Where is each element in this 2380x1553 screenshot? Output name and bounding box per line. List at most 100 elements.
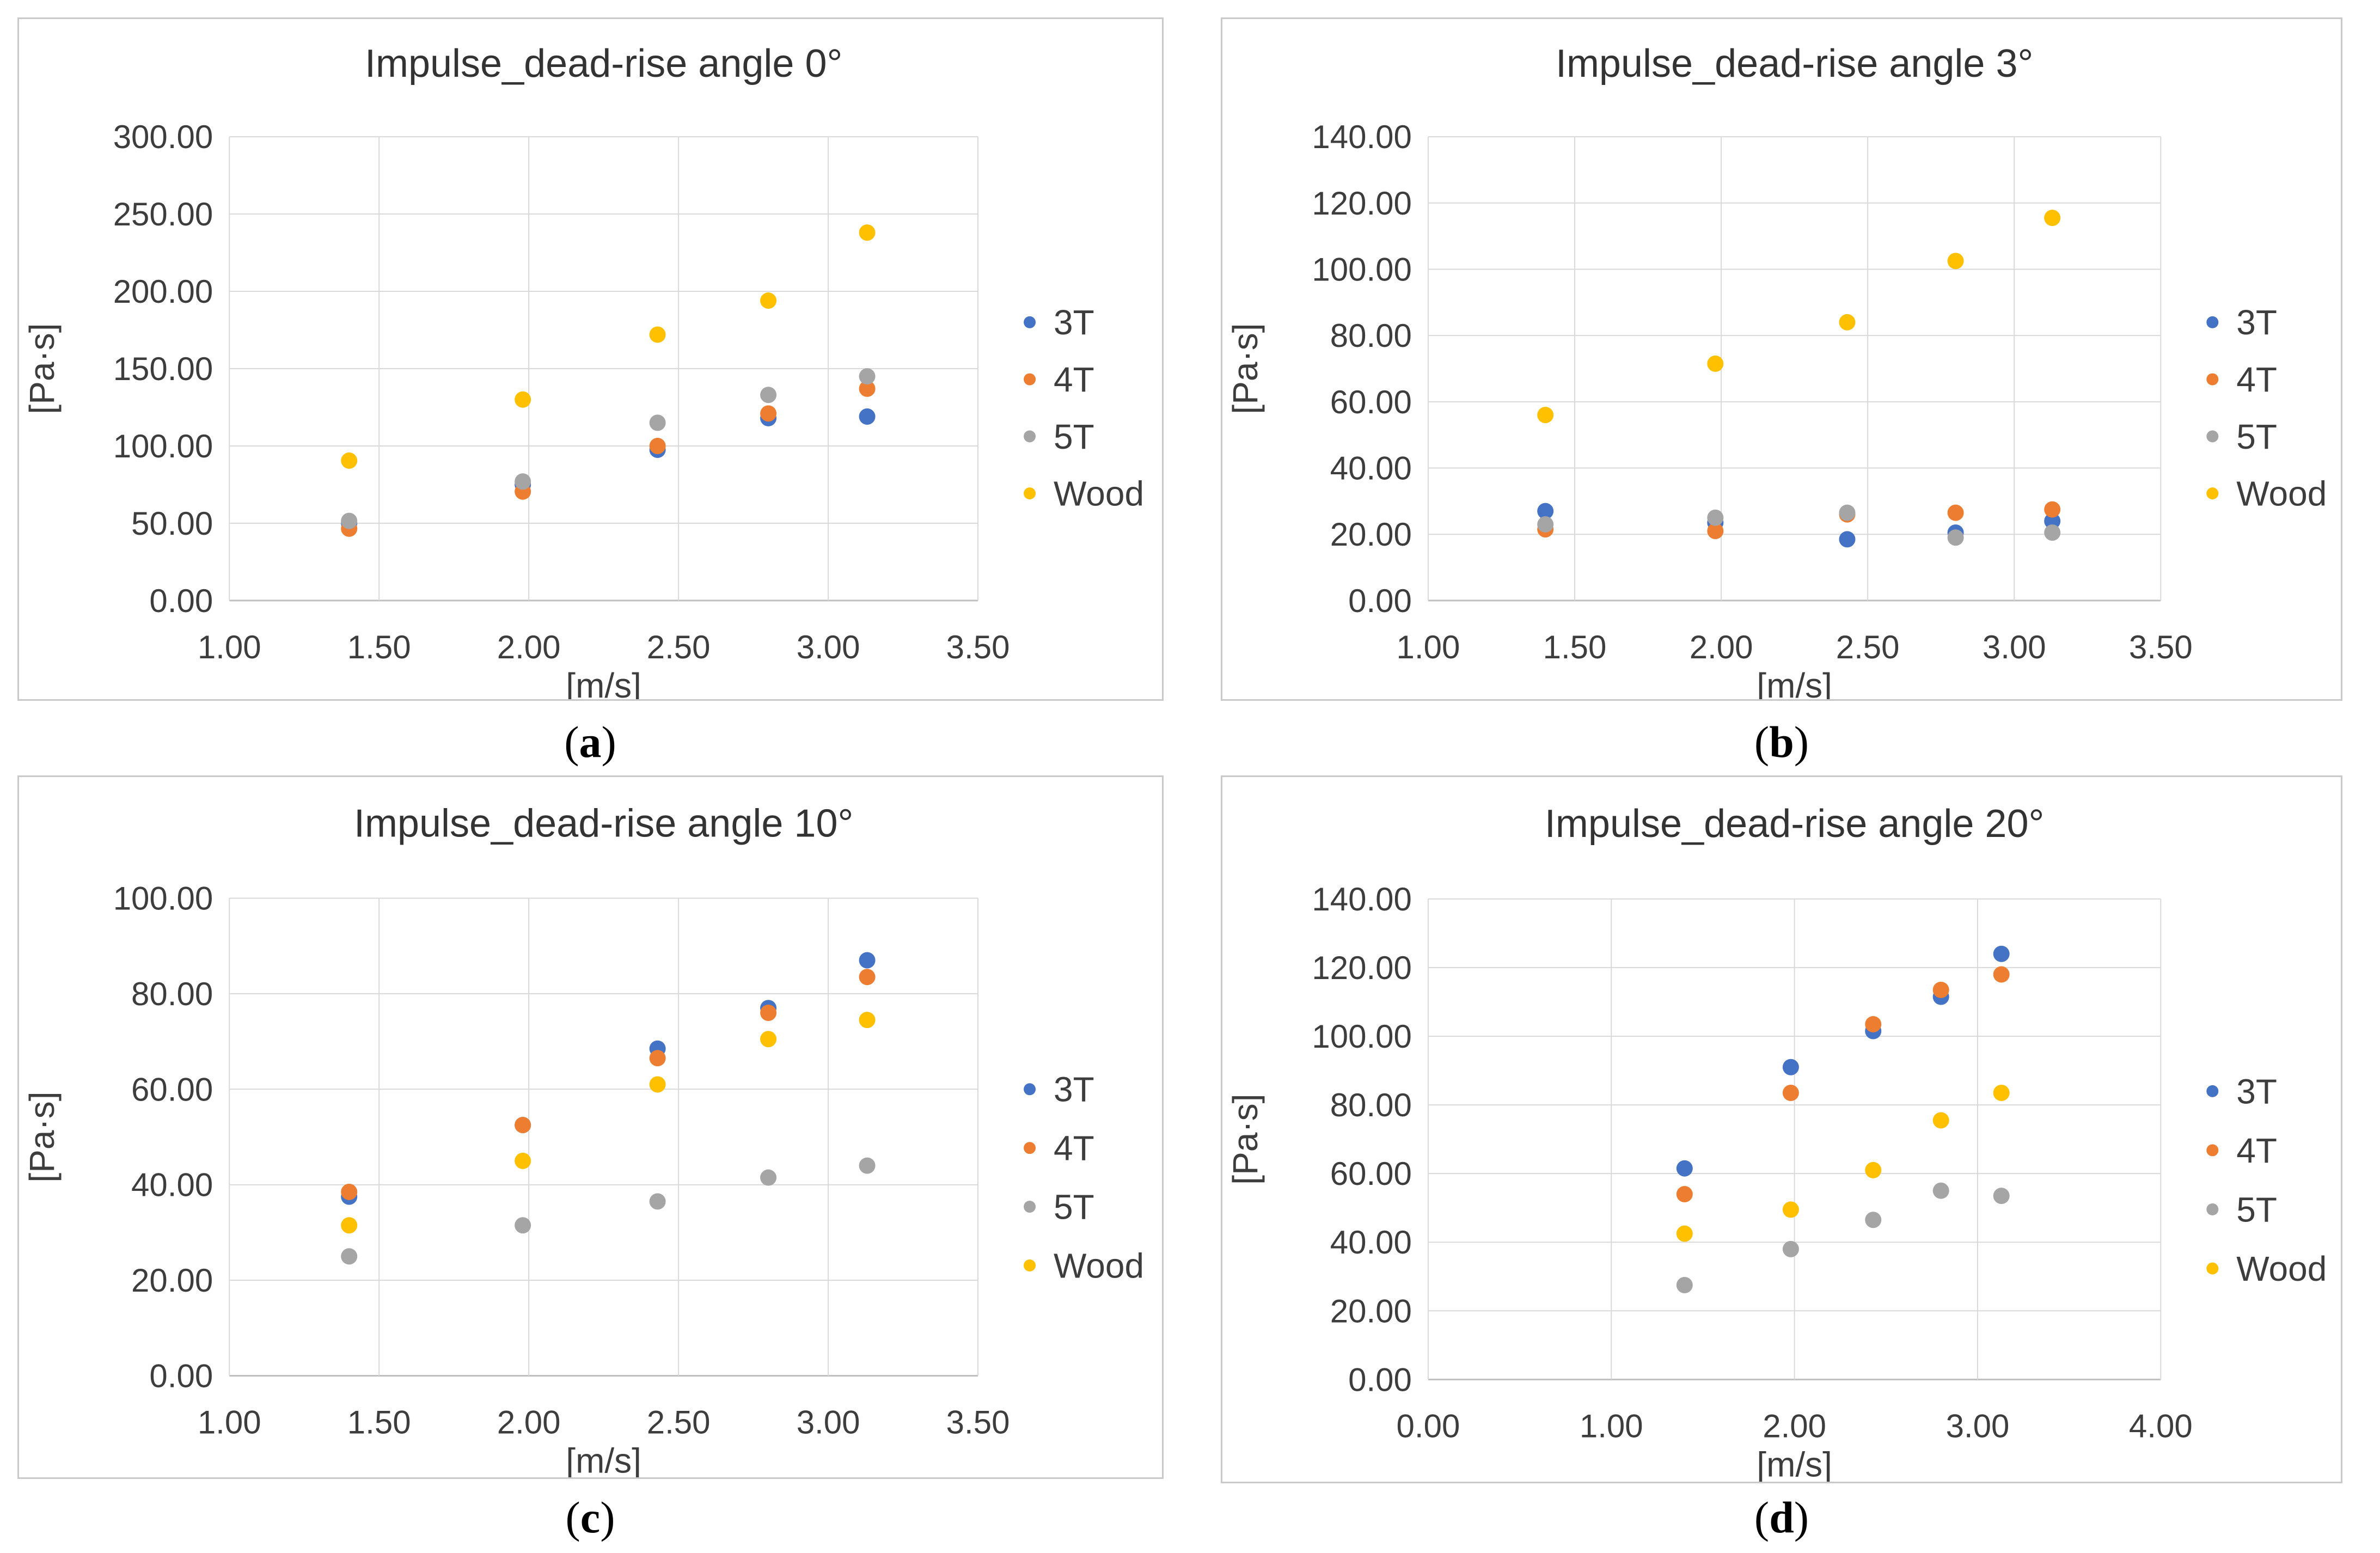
- y-tick-label: 50.00: [131, 505, 213, 542]
- data-point-Wood: [515, 1152, 531, 1169]
- legend-marker-5T: [1024, 430, 1036, 443]
- data-point-4T: [1932, 981, 1949, 998]
- chart-title: Impulse_dead-rise angle 0°: [365, 42, 842, 85]
- legend-marker-3T: [2206, 1085, 2219, 1097]
- caption-b: (b): [1754, 717, 1809, 768]
- legend-marker-Wood: [2206, 1262, 2219, 1275]
- data-point-4T: [1707, 523, 1724, 540]
- legend-marker-Wood: [2206, 487, 2219, 500]
- x-tick-label: 4.00: [2129, 1408, 2193, 1444]
- caption-b-close: ): [1794, 717, 1809, 767]
- y-tick-label: 200.00: [113, 273, 213, 310]
- data-point-3T: [1676, 1160, 1693, 1177]
- data-point-Wood: [1537, 407, 1554, 424]
- y-tick-label: 150.00: [113, 351, 213, 387]
- x-tick-label: 2.00: [497, 1404, 561, 1441]
- data-point-Wood: [760, 292, 777, 309]
- caption-b-letter: b: [1769, 717, 1794, 767]
- x-tick-label: 2.50: [647, 1404, 711, 1441]
- y-tick-label: 20.00: [131, 1262, 213, 1299]
- x-tick-label: 1.50: [1543, 629, 1607, 665]
- legend-marker-3T: [2206, 316, 2219, 328]
- caption-d-close: ): [1794, 1493, 1809, 1542]
- data-point-Wood: [1782, 1201, 1799, 1218]
- legend-marker-Wood: [1024, 1259, 1036, 1271]
- data-point-4T: [1865, 1016, 1882, 1032]
- legend-label-4T: 4T: [1054, 360, 1094, 399]
- chart-title: Impulse_dead-rise angle 20°: [1545, 802, 2044, 846]
- data-point-3T: [1993, 945, 2010, 962]
- data-point-Wood: [859, 224, 876, 241]
- x-axis-label: [m/s]: [1757, 1445, 1832, 1482]
- data-point-5T: [1537, 516, 1554, 533]
- y-tick-label: 0.00: [149, 583, 213, 619]
- y-tick-label: 40.00: [131, 1167, 213, 1203]
- y-tick-label: 140.00: [1312, 119, 1412, 155]
- legend-label-5T: 5T: [1054, 417, 1094, 456]
- chart-title: Impulse_dead-rise angle 10°: [354, 802, 853, 845]
- y-tick-label: 300.00: [113, 119, 213, 155]
- data-point-3T: [859, 952, 876, 969]
- data-point-5T: [1865, 1212, 1882, 1228]
- caption-c-close: ): [600, 1493, 615, 1542]
- x-tick-label: 1.00: [1397, 629, 1460, 665]
- x-axis-label: [m/s]: [1757, 666, 1832, 699]
- y-tick-label: 80.00: [131, 976, 213, 1012]
- x-tick-label: 2.00: [497, 629, 561, 665]
- y-tick-label: 250.00: [113, 196, 213, 233]
- chart-panel-d: 0.00 20.00 40.00 60.00 80.00 100.00 120.00 140.…: [1221, 775, 2342, 1483]
- chart-panel-c: 0.00 20.00 40.00 60.00 80.00 100.00 1.00 1.50 2.…: [17, 775, 1164, 1479]
- y-tick-label: 40.00: [1330, 1224, 1412, 1261]
- chart-d: 0.00 20.00 40.00 60.00 80.00 100.00 120.00 140.…: [1226, 802, 2327, 1482]
- data-point-5T: [515, 473, 531, 490]
- data-point-Wood: [341, 1217, 358, 1234]
- data-point-Wood: [515, 391, 531, 408]
- y-tick-label: 100.00: [1312, 1018, 1412, 1055]
- data-point-4T: [1676, 1185, 1693, 1202]
- legend-marker-3T: [1024, 1083, 1036, 1096]
- y-axis-label: [Pa·s]: [22, 323, 62, 414]
- x-tick-label: 2.00: [1763, 1408, 1826, 1444]
- caption-a-letter: a: [579, 717, 602, 767]
- legend-marker-5T: [2206, 430, 2219, 443]
- data-point-Wood: [1865, 1161, 1882, 1178]
- data-point-5T: [1839, 504, 1856, 521]
- data-point-5T: [1932, 1182, 1949, 1199]
- chart-panel-b: 0.00 20.00 40.00 60.00 80.00 100.00 120.00 140.…: [1221, 17, 2342, 701]
- data-point-4T: [649, 1050, 666, 1067]
- y-tick-label: 60.00: [1330, 384, 1412, 420]
- data-point-5T: [649, 1193, 666, 1210]
- data-point-5T: [859, 1157, 876, 1174]
- data-point-4T: [859, 380, 876, 397]
- data-point-5T: [1707, 509, 1724, 526]
- data-point-3T: [2044, 512, 2061, 529]
- x-tick-label: 1.00: [1580, 1408, 1643, 1444]
- chart-title: Impulse_dead-rise angle 3°: [1556, 42, 2033, 85]
- legend-marker-Wood: [1024, 487, 1036, 500]
- y-tick-label: 120.00: [1312, 185, 1412, 222]
- data-point-5T: [1676, 1277, 1693, 1294]
- x-tick-label: 3.50: [946, 629, 1010, 665]
- x-tick-label: 3.00: [797, 1404, 860, 1441]
- y-tick-label: 20.00: [1330, 516, 1412, 553]
- legend-marker-4T: [1024, 373, 1036, 386]
- caption-a-open: (: [564, 717, 579, 767]
- legend-label-Wood: Wood: [1054, 474, 1144, 513]
- legend-label-5T: 5T: [1054, 1187, 1094, 1226]
- data-point-Wood: [341, 452, 358, 469]
- x-tick-label: 1.50: [347, 629, 411, 665]
- data-point-5T: [859, 368, 876, 385]
- data-point-5T: [341, 1248, 358, 1265]
- y-tick-label: 0.00: [1348, 583, 1412, 619]
- data-point-3T: [1782, 1059, 1799, 1075]
- data-point-Wood: [649, 1076, 666, 1093]
- data-point-4T: [341, 1183, 358, 1200]
- x-axis-label: [m/s]: [566, 1441, 641, 1477]
- x-axis-label: [m/s]: [566, 666, 641, 699]
- data-point-3T: [1839, 531, 1856, 548]
- data-point-4T: [760, 405, 777, 422]
- data-point-Wood: [1707, 355, 1724, 372]
- data-point-Wood: [1676, 1225, 1693, 1242]
- y-tick-label: 80.00: [1330, 1087, 1412, 1123]
- data-point-Wood: [859, 1012, 876, 1029]
